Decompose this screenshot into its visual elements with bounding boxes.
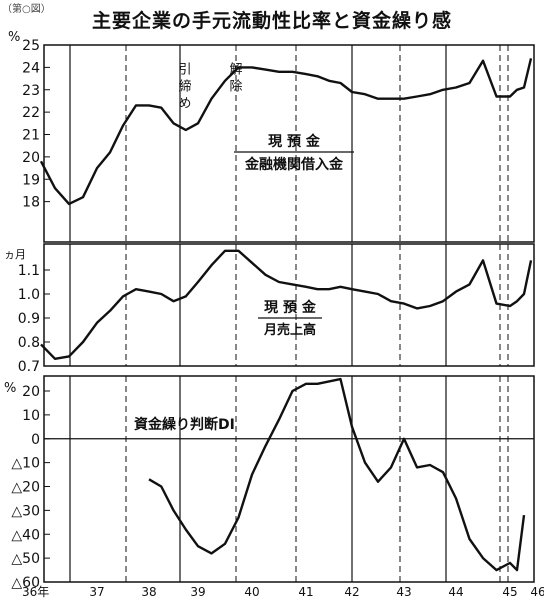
y-axis-bottom: 20 10 0 △10 △20 △30 △40 △50 △60 xyxy=(11,384,534,591)
panel-middle-frame xyxy=(43,243,535,367)
x-tick-label: 42 xyxy=(344,585,359,599)
bottom-series-label: 資金繰り判断DI xyxy=(134,416,235,433)
y-tick-label: △60 xyxy=(11,575,40,591)
y-tick-label: 24 xyxy=(22,60,40,76)
y-tick-label: △20 xyxy=(11,480,40,496)
x-tick-label: 39 xyxy=(190,585,205,599)
y-tick-label: 21 xyxy=(22,128,40,144)
x-tick-label: 43 xyxy=(396,585,411,599)
event-label-tightening: 引締め xyxy=(176,62,192,113)
y-tick-label: 1.0 xyxy=(18,287,40,303)
y-tick-label: 25 xyxy=(22,38,40,54)
x-axis-labels: 36年 37 38 39 40 41 42 43 44 45 46 xyxy=(22,585,544,599)
y-tick-label: 22 xyxy=(22,105,40,121)
chart-title: 主要企業の手元流動性比率と資金繰り感 xyxy=(91,10,452,32)
figure-number: （第○図） xyxy=(2,4,51,15)
x-tick-label: 40 xyxy=(244,585,259,599)
y-tick-label: 0.9 xyxy=(18,311,40,327)
panel-bottom-frame xyxy=(43,375,535,583)
x-tick-label: 41 xyxy=(298,585,313,599)
y-tick-label: 1.1 xyxy=(18,263,40,279)
y-tick-label: 18 xyxy=(22,195,40,211)
y-tick-label: △30 xyxy=(11,503,40,519)
x-tick-label: 38 xyxy=(141,585,156,599)
top-ratio-numerator: 現 預 金 xyxy=(268,133,321,150)
panel-top-frame xyxy=(43,44,535,243)
y-unit-middle: ヵ月 xyxy=(4,248,26,261)
x-tick-label: 37 xyxy=(89,585,104,599)
series-liquidity-ratio-line xyxy=(39,58,533,206)
top-ratio-denominator: 金融機関借入金 xyxy=(244,156,344,173)
y-axis-top: 18 19 20 21 22 23 24 25 xyxy=(22,38,50,211)
y-unit-bottom: % xyxy=(4,381,16,396)
x-tick-label: 46 xyxy=(530,585,544,599)
y-tick-label: 19 xyxy=(22,172,40,188)
event-label-release: 解除 xyxy=(227,62,243,96)
y-tick-label: 20 xyxy=(22,150,40,166)
x-tick-label: 45 xyxy=(502,585,517,599)
y-tick-label: △10 xyxy=(11,456,40,472)
y-tick-label: △50 xyxy=(11,551,40,567)
y-tick-label: 20 xyxy=(22,384,40,400)
y-tick-label: 0.8 xyxy=(18,335,40,351)
x-tick-label: 36年 xyxy=(22,585,49,599)
y-axis-middle: 0.7 0.8 0.9 1.0 1.1 xyxy=(18,263,50,375)
y-tick-label: 0.7 xyxy=(18,359,40,375)
y-tick-label: 23 xyxy=(22,83,40,99)
middle-ratio-numerator: 現 預 金 xyxy=(264,299,317,316)
y-tick-label: △40 xyxy=(11,527,40,543)
y-tick-label: 10 xyxy=(22,408,40,424)
y-unit-top: % xyxy=(8,30,20,45)
y-tick-label: 0 xyxy=(31,432,40,448)
year-dividers xyxy=(69,45,509,582)
series-funding-di-line xyxy=(148,377,526,572)
x-tick-label: 44 xyxy=(448,585,463,599)
middle-ratio-denominator: 月売上高 xyxy=(263,322,316,338)
series-deposit-sales-line xyxy=(40,249,533,360)
